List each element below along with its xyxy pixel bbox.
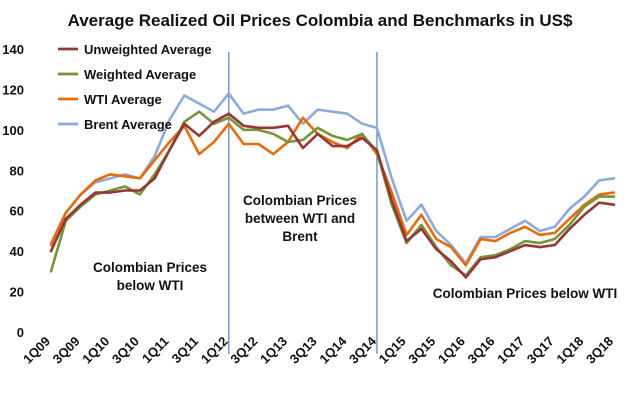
x-tick-label: 1Q13: [257, 334, 290, 367]
x-tick-label: 3Q13: [287, 334, 320, 367]
legend: Unweighted Average Weighted Average WTI Av…: [58, 42, 212, 132]
y-tick-label: 60: [10, 204, 24, 219]
y-tick-label: 40: [10, 244, 24, 259]
x-tick-label: 1Q16: [435, 334, 468, 367]
series-layer: [49, 92, 616, 279]
legend-label: Weighted Average: [84, 67, 196, 82]
x-tick-label: 1Q14: [316, 333, 350, 367]
x-tick-label: 3Q10: [109, 334, 142, 367]
y-tick-label: 100: [2, 123, 24, 138]
x-tick-label: 3Q12: [227, 334, 260, 367]
x-tick-label: 3Q18: [583, 334, 616, 367]
y-tick-label: 120: [2, 82, 24, 97]
annotation-text: Brent: [282, 229, 318, 244]
x-tick-label: 1Q15: [376, 334, 409, 367]
x-tick-label: 3Q16: [464, 334, 497, 367]
x-tick-label: 3Q11: [169, 334, 202, 367]
x-tick-label: 3Q09: [50, 334, 83, 367]
x-tick-label: 1Q12: [198, 334, 231, 367]
x-tick-label: 1Q17: [494, 334, 527, 367]
annotation-text: between WTI and: [245, 211, 355, 226]
x-tick-label: 3Q17: [524, 334, 557, 367]
y-tick-label: 140: [2, 42, 24, 57]
x-tick-label: 1Q18: [553, 334, 586, 367]
x-tick-label: 3Q14: [346, 333, 380, 367]
y-axis: 0 20 40 60 80 100 120 140: [2, 42, 24, 340]
x-axis: 1Q093Q091Q103Q101Q113Q111Q123Q121Q133Q13…: [20, 333, 616, 367]
y-tick-label: 20: [10, 285, 24, 300]
x-tick-label: 3Q15: [405, 334, 438, 367]
x-tick-label: 1Q09: [20, 334, 53, 367]
annotations: Colombian Prices below WTI Colombian Price…: [93, 193, 617, 301]
y-tick-label: 0: [17, 325, 24, 340]
x-tick-label: 1Q10: [79, 334, 112, 367]
chart-title: Average Realized Oil Prices Colombia and…: [68, 11, 573, 30]
series-line-unweighted-average: [49, 112, 616, 279]
legend-label: WTI Average: [84, 92, 162, 107]
annotation-text: Colombian Prices below WTI: [433, 286, 618, 301]
annotation-text: Colombian Prices: [93, 260, 207, 275]
y-tick-label: 80: [10, 163, 24, 178]
annotation-text: below WTI: [117, 278, 184, 293]
series-line-wti-average: [49, 116, 616, 267]
x-tick-label: 1Q11: [139, 334, 172, 367]
legend-label: Unweighted Average: [84, 42, 212, 57]
divider-lines: [228, 52, 378, 354]
annotation-text: Colombian Prices: [243, 193, 357, 208]
legend-label: Brent Average: [84, 117, 172, 132]
